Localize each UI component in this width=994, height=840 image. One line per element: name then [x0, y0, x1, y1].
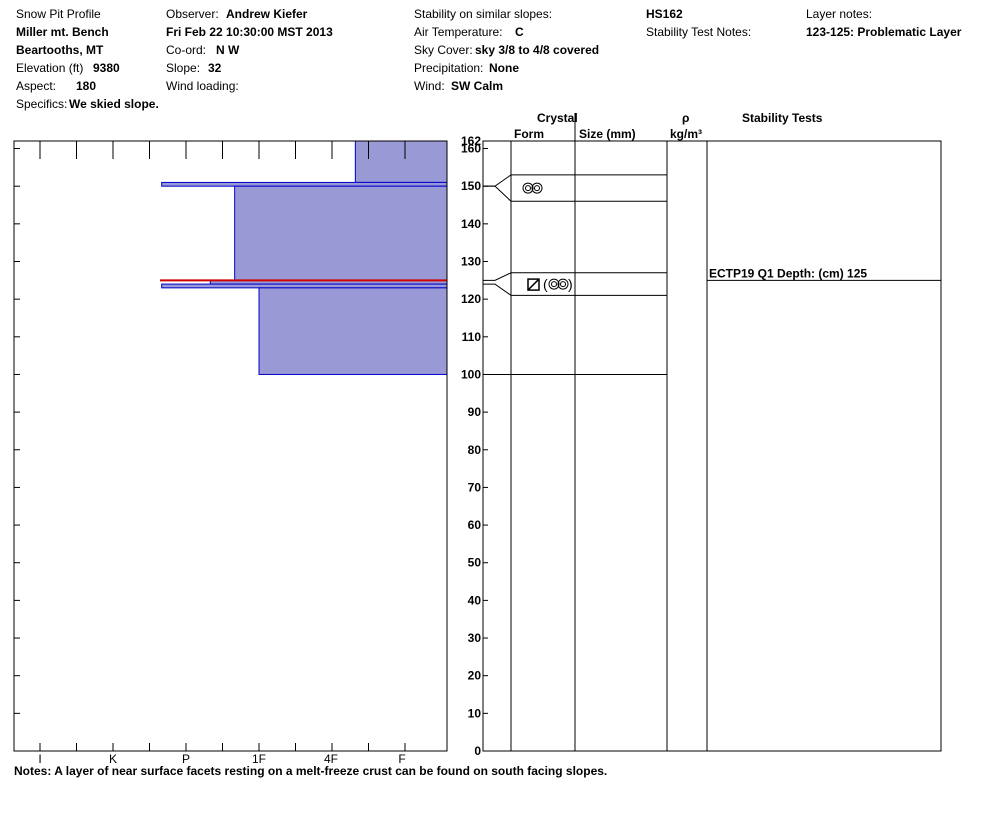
- density-unit-header: kg/m³: [670, 127, 703, 141]
- aspect-label: Aspect:: [16, 79, 57, 93]
- region-name: Beartooths, MT: [16, 43, 104, 57]
- hardness-layer-1: [161, 181, 448, 187]
- hardness-layer-2: [234, 185, 448, 281]
- observer-label: Observer:: [166, 7, 219, 21]
- paren-close: ): [568, 276, 573, 292]
- height-label-120: 120: [461, 292, 481, 306]
- layer-notes-value: 123-125: Problematic Layer: [806, 25, 962, 39]
- hardness-plot-frame: [13, 140, 448, 752]
- grain-rows: (): [483, 174, 667, 375]
- elevation-value: 9380: [93, 61, 120, 75]
- height-label-30: 30: [468, 631, 482, 645]
- hardness-layer-4: [161, 283, 448, 289]
- coord-value: N W: [216, 43, 240, 57]
- height-label-20: 20: [468, 669, 482, 683]
- height-axis: 0 10 20 30 40 50 60 70 80 90 100 110 120 130 140 150 160…: [461, 134, 493, 758]
- hardness-label-P: P: [182, 752, 190, 766]
- grain-connector-bottom-0: [483, 185, 512, 202]
- table-columns: [510, 113, 708, 751]
- hardness-layers: [160, 140, 448, 375]
- hardness-label-4F: 4F: [324, 752, 338, 766]
- grain-connector-top-1: [483, 272, 512, 281]
- aspect-value: 180: [76, 79, 97, 93]
- height-label-60: 60: [468, 518, 482, 532]
- specifics-value: We skied slope.: [69, 97, 159, 111]
- height-label-110: 110: [462, 330, 482, 344]
- height-label-100: 100: [461, 367, 481, 381]
- height-label-90: 90: [468, 405, 482, 419]
- height-label-0: 0: [474, 744, 481, 758]
- stability-tests-group: ECTP19 Q1 Depth: (cm) 125: [707, 266, 941, 281]
- hs-value: HS162: [646, 7, 683, 21]
- stability-tests-header: Stability Tests: [742, 111, 823, 125]
- height-label-50: 50: [468, 556, 482, 570]
- crystal-header: Crystal: [537, 111, 578, 125]
- height-label-130: 130: [461, 254, 481, 268]
- wind-loading-label: Wind loading:: [166, 79, 239, 93]
- coord-label: Co-ord:: [166, 43, 207, 57]
- precip-value: None: [489, 61, 519, 75]
- slope-value: 32: [208, 61, 222, 75]
- location-name: Miller mt. Bench: [16, 25, 109, 39]
- rho-header: ρ: [682, 111, 690, 125]
- air-temp-value: C: [515, 25, 524, 39]
- layers-table-frame: [482, 140, 942, 752]
- height-max-label: 162: [461, 134, 481, 148]
- grain-connector-bottom-1: [483, 283, 512, 296]
- height-label-160: 160: [461, 142, 481, 156]
- hardness-grid: I K P 1F 4F F: [14, 141, 406, 766]
- elevation-label: Elevation (ft): [16, 61, 84, 75]
- form-header: Form: [514, 127, 544, 141]
- observation-datetime: Fri Feb 22 10:30:00 MST 2013: [166, 25, 333, 39]
- hardness-label-K: K: [109, 752, 117, 766]
- hardness-label-I: I: [38, 752, 41, 766]
- stability-similar-label: Stability on similar slopes:: [414, 7, 553, 21]
- stability-notes-label: Stability Test Notes:: [646, 25, 752, 39]
- paren-open: (: [543, 276, 548, 292]
- height-label-70: 70: [468, 480, 482, 494]
- height-label-150: 150: [461, 179, 481, 193]
- hardness-layer-5: [258, 287, 448, 375]
- notes-text: Notes: A layer of near surface facets re…: [14, 764, 608, 778]
- height-label-140: 140: [461, 217, 481, 231]
- hardness-label-1F: 1F: [252, 752, 266, 766]
- hardness-label-F: F: [398, 752, 405, 766]
- wind-value: SW Calm: [451, 79, 504, 93]
- size-header: Size (mm): [579, 127, 636, 141]
- specifics-label: Specifics:: [16, 97, 68, 111]
- height-label-40: 40: [468, 593, 482, 607]
- stability-test-label-0: ECTP19 Q1 Depth: (cm) 125: [709, 266, 867, 280]
- air-temp-label: Air Temperature:: [414, 25, 503, 39]
- profile-title: Snow Pit Profile: [16, 7, 101, 21]
- precip-label: Precipitation:: [414, 61, 484, 75]
- slope-label: Slope:: [166, 61, 201, 75]
- hardness-layer-0: [354, 140, 448, 183]
- observer-value: Andrew Kiefer: [226, 7, 308, 21]
- grain-connector-top-0: [483, 174, 512, 187]
- layer-notes-label: Layer notes:: [806, 7, 873, 21]
- sky-cover-label: Sky Cover:: [414, 43, 473, 57]
- height-label-10: 10: [468, 706, 482, 720]
- faceted-crust-icon: (): [527, 276, 573, 292]
- sky-cover-value: sky 3/8 to 4/8 covered: [475, 43, 600, 57]
- facets-rounding-icon: [522, 182, 543, 194]
- wind-label: Wind:: [414, 79, 445, 93]
- height-label-80: 80: [468, 443, 482, 457]
